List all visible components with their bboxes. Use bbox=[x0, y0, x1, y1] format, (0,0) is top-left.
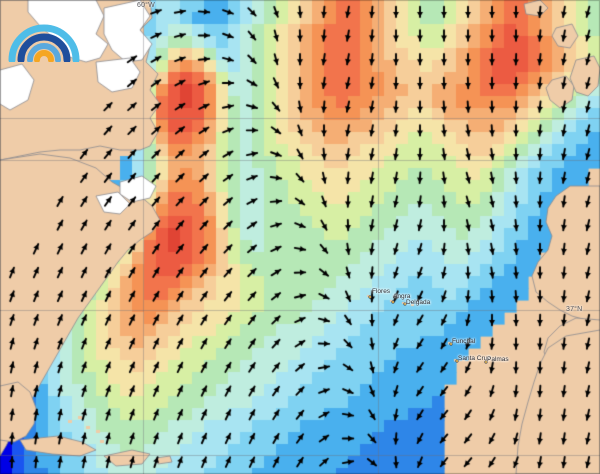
logo-arc-orange bbox=[34, 50, 54, 62]
logo-arc-mid-blue bbox=[27, 43, 61, 62]
logo-arc-dark-blue bbox=[17, 33, 71, 62]
rainbow-arc-logo[interactable] bbox=[8, 16, 80, 62]
logo-arc-outer-light-blue bbox=[8, 24, 80, 62]
